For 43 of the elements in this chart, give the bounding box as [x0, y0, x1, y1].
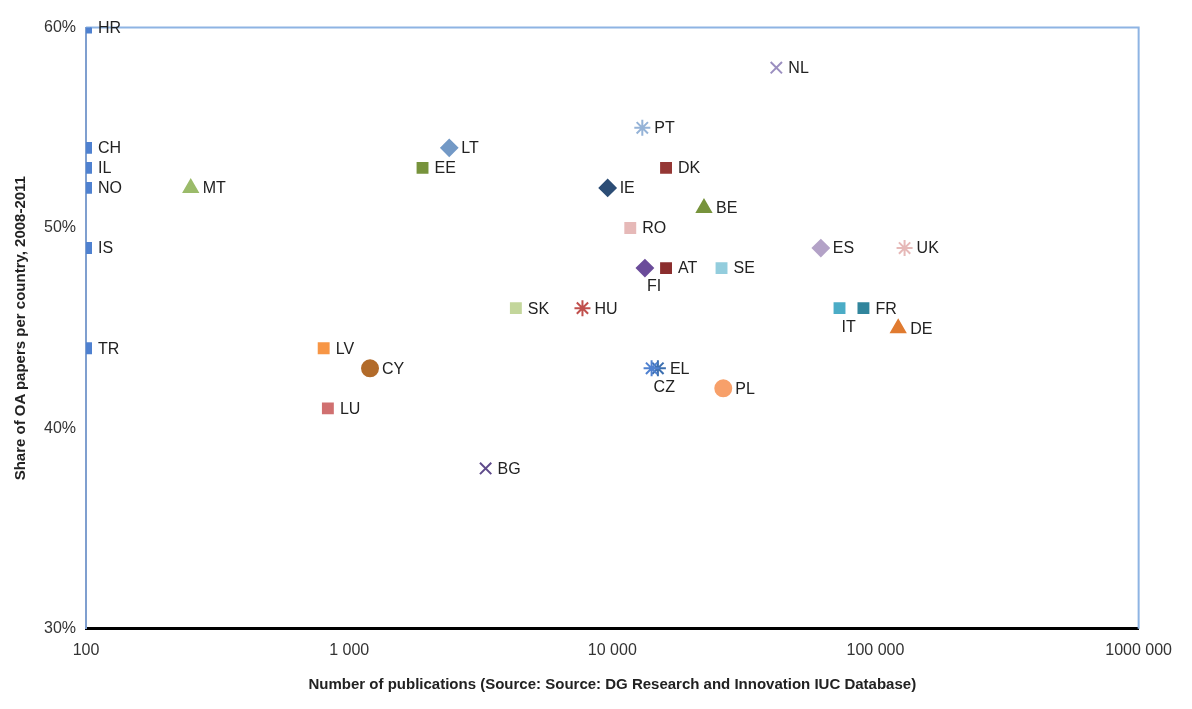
series-label: SK	[527, 299, 550, 317]
y-axis-title: Share of OA papers per country, 2008-2011	[11, 176, 29, 481]
x-tick-label: 100 000	[846, 640, 905, 658]
series-label: DE	[910, 319, 933, 337]
series-label: PT	[654, 119, 675, 137]
series-label: NL	[788, 59, 809, 77]
series-label: FR	[875, 299, 897, 317]
series-label: TR	[98, 339, 120, 357]
y-tick-label: 60%	[43, 18, 77, 36]
series-label: CH	[98, 139, 122, 157]
y-tick-label: 40%	[43, 418, 77, 436]
series-label: ES	[832, 239, 855, 257]
x-tick-label: 1 000	[329, 640, 370, 658]
series-label: SE	[733, 259, 755, 277]
series-label: IT	[841, 317, 856, 335]
series-label: LV	[335, 339, 355, 357]
series-label: HR	[98, 19, 122, 37]
series-label: AT	[678, 259, 698, 277]
series-label: NO	[98, 179, 123, 197]
series-label: IS	[98, 239, 114, 257]
series-label: FI	[646, 277, 662, 295]
x-tick-label: 10 000	[587, 640, 637, 658]
series-label: CZ	[653, 377, 676, 395]
series-label: EE	[434, 159, 456, 177]
series-label: EL	[669, 359, 690, 377]
y-tick-label: 30%	[43, 619, 77, 637]
series-label: RO	[642, 219, 667, 237]
series-label: BE	[715, 199, 738, 217]
x-tick-label: 1000 000	[1105, 640, 1173, 658]
series-label: IL	[98, 159, 112, 177]
series-label: LU	[339, 399, 361, 417]
series-label: IE	[619, 179, 635, 197]
series-label: DK	[678, 159, 701, 177]
series-label: LT	[461, 139, 479, 157]
series-label: HU	[594, 299, 618, 317]
series-label: MT	[202, 179, 227, 197]
series-label: UK	[916, 239, 940, 257]
series-label: CY	[382, 359, 405, 377]
x-tick-label: 100	[72, 640, 100, 658]
series-label: PL	[735, 379, 755, 397]
y-tick-label: 50%	[43, 218, 77, 236]
series-label: BG	[497, 459, 521, 477]
x-axis-title: Number of publications (Source: Source: DG Research and Innovation IUC Database)	[308, 675, 917, 693]
